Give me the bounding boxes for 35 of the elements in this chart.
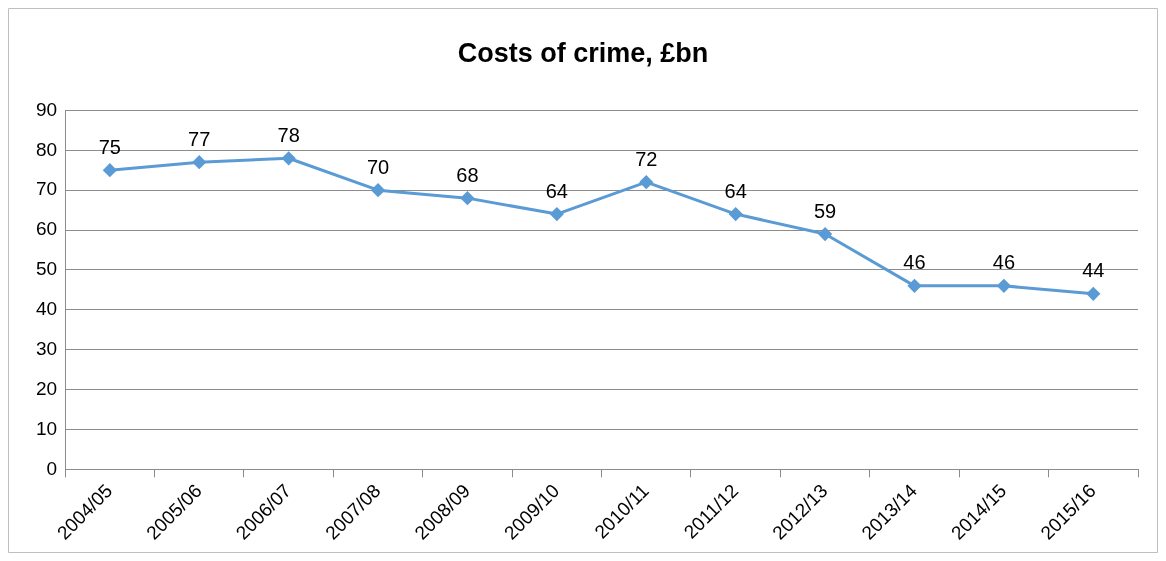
data-label: 64 (545, 179, 568, 202)
point (192, 155, 206, 169)
y-tick-label: 20 (35, 377, 58, 399)
y-tick-label: 50 (35, 258, 58, 280)
data-label: 72 (635, 147, 658, 170)
data-label: 46 (992, 251, 1016, 274)
y-tick-label: 90 (35, 98, 58, 120)
data-label: 59 (813, 199, 837, 222)
y-tick-label: 0 (46, 457, 58, 479)
point (460, 191, 474, 205)
data-label: 44 (1082, 259, 1105, 282)
data-label: 78 (277, 123, 300, 146)
y-tick-label: 10 (35, 417, 58, 439)
data-label: 70 (366, 155, 390, 178)
data-label: 64 (724, 179, 747, 202)
point (907, 279, 921, 293)
y-tick-label: 70 (35, 178, 58, 200)
data-label: 68 (456, 163, 479, 186)
point (103, 163, 117, 177)
point (639, 175, 653, 189)
y-tick-label: 40 (35, 298, 58, 320)
data-label: 46 (903, 251, 926, 274)
point (282, 151, 296, 165)
point (371, 183, 385, 197)
data-label: 75 (98, 135, 121, 158)
point (818, 227, 832, 241)
point (997, 279, 1011, 293)
data-label: 77 (188, 127, 211, 150)
y-tick-label: 80 (35, 138, 58, 160)
point (1086, 287, 1100, 301)
y-tick-label: 30 (35, 337, 58, 359)
point (729, 207, 743, 221)
chart-title: Costs of crime, £bn (457, 37, 709, 68)
y-tick-label: 60 (35, 218, 58, 240)
point (550, 207, 564, 221)
